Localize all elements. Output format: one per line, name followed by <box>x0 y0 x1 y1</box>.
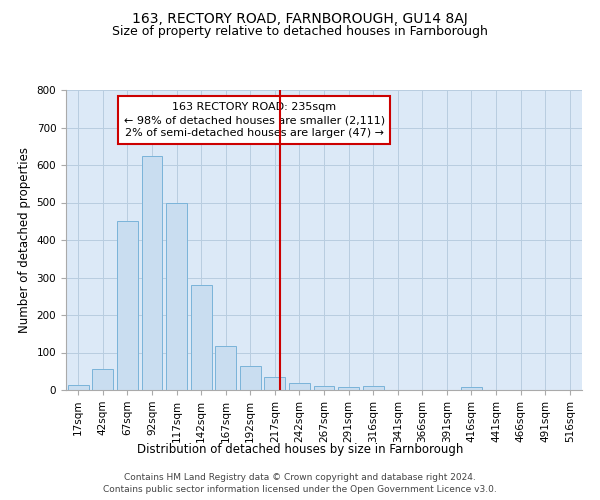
Bar <box>215 346 236 390</box>
Bar <box>362 386 383 390</box>
Bar <box>461 387 482 390</box>
Bar <box>240 366 261 390</box>
Bar <box>265 377 286 390</box>
Bar <box>166 202 187 390</box>
Bar <box>142 156 163 390</box>
Text: Contains public sector information licensed under the Open Government Licence v3: Contains public sector information licen… <box>103 485 497 494</box>
Bar <box>191 285 212 390</box>
Text: Contains HM Land Registry data © Crown copyright and database right 2024.: Contains HM Land Registry data © Crown c… <box>124 472 476 482</box>
Bar <box>314 386 334 390</box>
Bar <box>117 221 138 390</box>
Text: Distribution of detached houses by size in Farnborough: Distribution of detached houses by size … <box>137 442 463 456</box>
Text: Size of property relative to detached houses in Farnborough: Size of property relative to detached ho… <box>112 25 488 38</box>
Bar <box>338 388 359 390</box>
Bar <box>289 382 310 390</box>
Text: 163, RECTORY ROAD, FARNBOROUGH, GU14 8AJ: 163, RECTORY ROAD, FARNBOROUGH, GU14 8AJ <box>132 12 468 26</box>
Bar <box>68 385 89 390</box>
Bar <box>92 370 113 390</box>
Text: 163 RECTORY ROAD: 235sqm
← 98% of detached houses are smaller (2,111)
2% of semi: 163 RECTORY ROAD: 235sqm ← 98% of detach… <box>124 102 385 139</box>
Y-axis label: Number of detached properties: Number of detached properties <box>18 147 31 333</box>
